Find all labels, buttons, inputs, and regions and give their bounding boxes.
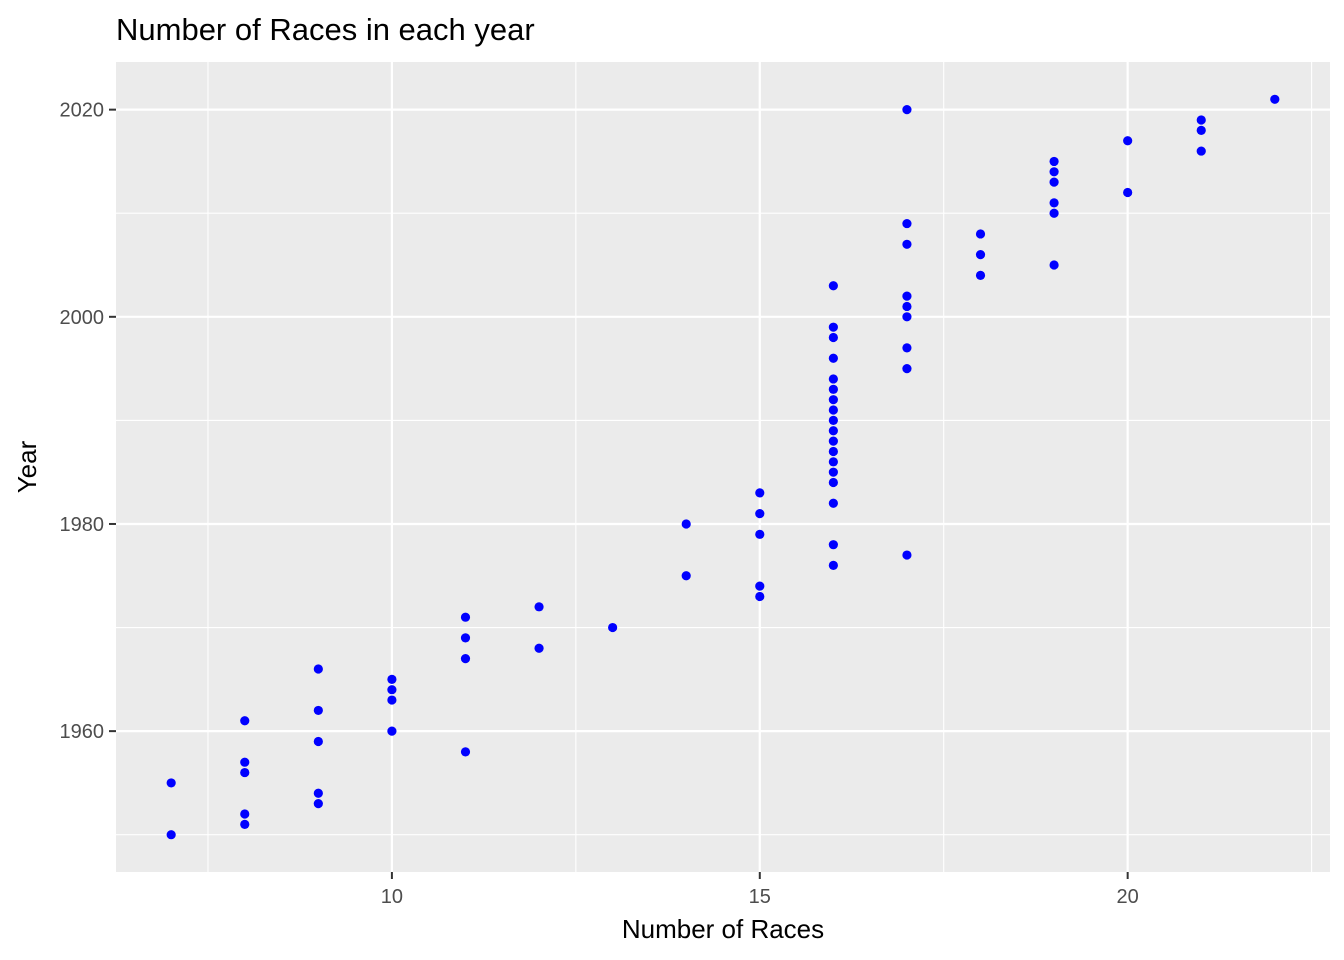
data-point [828,353,838,363]
data-point [902,239,912,249]
data-point [460,612,471,622]
data-point [975,229,986,239]
data-point [387,726,397,736]
data-point [828,446,838,457]
data-point [828,467,838,477]
data-point [460,747,471,757]
data-point [460,633,471,643]
data-point [828,384,838,394]
data-point [755,591,765,602]
data-point [1123,187,1133,198]
plot-panel [116,62,1330,872]
data-point [828,374,838,384]
x-tick-label: 20 [1117,886,1139,908]
chart-title: Number of Races in each year [116,12,535,47]
data-point [313,664,323,674]
data-point [1049,156,1059,167]
x-tick-label: 15 [749,886,771,908]
data-point [313,799,323,809]
data-point [608,622,618,633]
data-point [828,322,838,332]
data-point [681,519,691,529]
data-point [755,488,765,498]
data-point [828,436,838,446]
data-point [240,767,250,778]
data-point [828,415,838,425]
y-tick-label: 2000 [60,307,105,329]
x-axis: 10 15 20 [381,872,1139,908]
data-point [902,550,912,560]
data-point [240,819,250,829]
data-point [1049,177,1059,187]
y-tick-label: 1980 [60,514,105,536]
data-point [755,529,765,539]
data-point [828,457,838,467]
data-point [387,685,397,695]
data-point [534,643,544,653]
y-tick-label: 2020 [60,100,105,122]
data-point [1049,167,1059,177]
data-point [755,509,765,519]
y-axis: 1960 1980 2000 2020 [60,100,116,743]
data-point [1123,136,1133,146]
data-point [534,602,544,612]
grid-minor [116,62,1330,872]
data-point [1196,125,1206,135]
y-tick-label: 1960 [60,721,105,743]
data-point [828,498,838,508]
data-point [1049,198,1059,208]
data-point [828,560,838,571]
data-point [902,312,912,322]
data-points [166,94,1280,840]
data-point [828,281,838,291]
data-point [387,674,397,684]
data-point [313,705,323,716]
data-point [902,105,912,115]
data-point [166,830,176,840]
data-point [1049,260,1059,270]
data-point [1270,94,1280,104]
data-point [902,218,912,229]
data-point [902,343,912,353]
data-point [828,405,838,415]
data-point [240,757,250,767]
x-axis-title: Number of Races [622,914,824,944]
data-point [1196,146,1206,156]
data-point [1196,115,1206,125]
data-point [313,788,323,798]
data-point [902,363,912,374]
data-point [240,716,250,726]
data-point [975,250,986,260]
x-tick-label: 10 [381,886,403,908]
data-point [1049,208,1059,218]
data-point [975,270,986,280]
data-point [828,395,838,405]
data-point [828,540,838,550]
data-point [828,477,838,488]
y-axis-title: Year [12,440,42,493]
data-point [828,332,838,343]
data-point [902,291,912,301]
data-point [240,809,250,819]
data-point [313,736,323,747]
data-point [902,301,912,312]
data-point [460,654,471,664]
data-point [166,778,176,788]
data-point [828,426,838,436]
data-point [755,581,765,591]
data-point [681,571,691,581]
data-point [387,695,397,705]
